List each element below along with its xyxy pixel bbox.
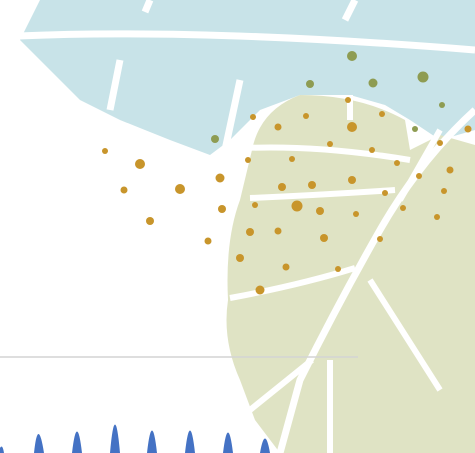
decoration: [0, 0, 475, 453]
blue-spikes: [0, 425, 270, 453]
page: [0, 0, 475, 453]
